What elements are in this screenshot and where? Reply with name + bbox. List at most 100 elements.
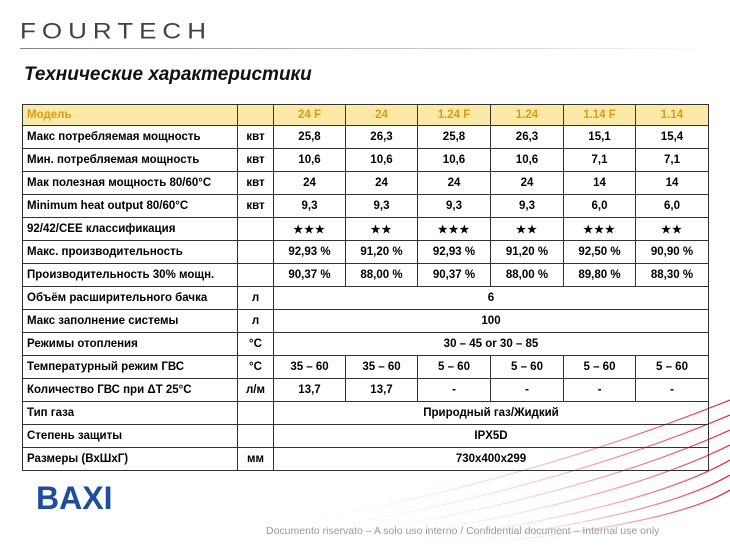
row-value: 6,0	[563, 194, 636, 218]
row-label: Размеры (ВхШхГ)	[22, 447, 238, 471]
classification-stars: ★★	[635, 217, 709, 241]
row-label: Мин. потребляемая мощность	[22, 148, 238, 172]
row-value: 9,3	[490, 194, 564, 218]
row-value: 7,1	[635, 148, 709, 172]
row-value: 25,8	[273, 125, 346, 149]
header-model: 24 F	[273, 104, 346, 126]
row-merged-value: 100	[273, 309, 709, 333]
row-label: Тип газа	[22, 401, 238, 425]
row-value: 15,4	[635, 125, 709, 149]
row-merged-value: 30 – 45 or 30 – 85	[273, 332, 709, 356]
row-merged-value: 6	[273, 286, 709, 310]
header-model: 1.24	[490, 104, 564, 126]
row-value: 9,3	[273, 194, 346, 218]
row-unit	[237, 424, 274, 448]
row-unit: л	[237, 309, 274, 333]
row-value: 92,93 %	[417, 240, 491, 264]
row-value: 26,3	[490, 125, 564, 149]
row-value: 88,00 %	[345, 263, 418, 287]
row-unit: °C	[237, 355, 274, 379]
row-value: 10,6	[417, 148, 491, 172]
page-title: Технические характеристики	[24, 64, 312, 85]
row-unit	[237, 401, 274, 425]
table-row: Мак полезная мощность 80/60°C квт 24 24 24 24…	[22, 171, 709, 195]
row-value: 24	[417, 171, 491, 195]
row-value: 89,80 %	[563, 263, 636, 287]
header-model: 24	[345, 104, 418, 126]
row-unit	[237, 217, 274, 241]
table-row: Макс заполнение системы л 100	[22, 309, 709, 333]
row-value: 14	[635, 171, 709, 195]
row-value: 5 – 60	[635, 355, 709, 379]
row-value: 24	[490, 171, 564, 195]
row-value: 91,20 %	[490, 240, 564, 264]
fourtech-logo: FOURTECH	[20, 18, 212, 44]
classification-stars: ★★	[490, 217, 564, 241]
row-unit: л/м	[237, 378, 274, 402]
table-row: Тип газа Природный газ/Жидкий	[22, 401, 709, 425]
row-merged-value: 730x400x299	[273, 447, 709, 471]
row-value: -	[417, 378, 491, 402]
row-unit	[237, 240, 274, 264]
row-merged-value: IPX5D	[273, 424, 709, 448]
table-row: Режимы отопления °C 30 – 45 or 30 – 85	[22, 332, 709, 356]
row-label: Температурный режим ГВС	[22, 355, 238, 379]
row-label: Степень защиты	[22, 424, 238, 448]
table-row: Мин. потребляемая мощность квт 10,6 10,6 10,…	[22, 148, 709, 172]
table-row: Температурный режим ГВС °C 35 – 60 35 – 60 5…	[22, 355, 709, 379]
row-label: Производительность 30% мощн.	[22, 263, 238, 287]
table-row: Макс потребляемая мощность квт 25,8 26,3 25,…	[22, 125, 709, 149]
row-unit: квт	[237, 125, 274, 149]
classification-stars: ★★★	[273, 217, 346, 241]
row-unit: квт	[237, 171, 274, 195]
row-value: 90,37 %	[273, 263, 346, 287]
table-row: Степень защиты IPX5D	[22, 424, 709, 448]
row-value: 26,3	[345, 125, 418, 149]
header-model: 1.14 F	[563, 104, 636, 126]
row-value: 5 – 60	[563, 355, 636, 379]
row-value: 9,3	[417, 194, 491, 218]
row-value: 13,7	[273, 378, 346, 402]
row-value: 91,20 %	[345, 240, 418, 264]
row-value: 5 – 60	[490, 355, 564, 379]
row-value: -	[490, 378, 564, 402]
table-row: Макс. производительность 92,93 % 91,20 % 92…	[22, 240, 709, 264]
row-label: Макс заполнение системы	[22, 309, 238, 333]
table-row: Объём расширительного бачка л 6	[22, 286, 709, 310]
confidential-footer: Documento riservato – A solo uso interno…	[266, 525, 660, 537]
row-value: 10,6	[490, 148, 564, 172]
row-merged-value: Природный газ/Жидкий	[273, 401, 709, 425]
row-unit	[237, 263, 274, 287]
row-value: 92,50 %	[563, 240, 636, 264]
row-value: 35 – 60	[345, 355, 418, 379]
row-value: -	[563, 378, 636, 402]
classification-stars: ★★★	[563, 217, 636, 241]
row-label: Макс потребляемая мощность	[22, 125, 238, 149]
table-row: Количество ГВС при ΔT 25°C л/м 13,7 13,7- - -…	[22, 378, 709, 402]
row-value: 90,37 %	[417, 263, 491, 287]
row-value: -	[635, 378, 709, 402]
table-row: Minimum heat output 80/60°C квт 9,3 9,3 9,3 9…	[22, 194, 709, 218]
header-label: Модель	[22, 104, 238, 126]
row-label: Мак полезная мощность 80/60°C	[22, 171, 238, 195]
row-unit: л	[237, 286, 274, 310]
table-row: Производительность 30% мощн. 90,37 % 88,00…	[22, 263, 709, 287]
row-value: 35 – 60	[273, 355, 346, 379]
row-label: Макс. производительность	[22, 240, 238, 264]
row-value: 6,0	[635, 194, 709, 218]
header-divider	[20, 48, 710, 49]
row-value: 13,7	[345, 378, 418, 402]
row-value: 5 – 60	[417, 355, 491, 379]
row-value: 10,6	[345, 148, 418, 172]
row-label: Minimum heat output 80/60°C	[22, 194, 238, 218]
specs-table: Модель 24 F 24 1.24 F 1.24 1.14 F 1.14 Макс пот…	[22, 104, 709, 471]
header-unit	[237, 104, 274, 126]
row-unit: °C	[237, 332, 274, 356]
row-value: 88,30 %	[635, 263, 709, 287]
classification-stars: ★★★	[417, 217, 491, 241]
row-value: 25,8	[417, 125, 491, 149]
row-label: Режимы отопления	[22, 332, 238, 356]
row-unit: квт	[237, 148, 274, 172]
row-value: 24	[273, 171, 346, 195]
